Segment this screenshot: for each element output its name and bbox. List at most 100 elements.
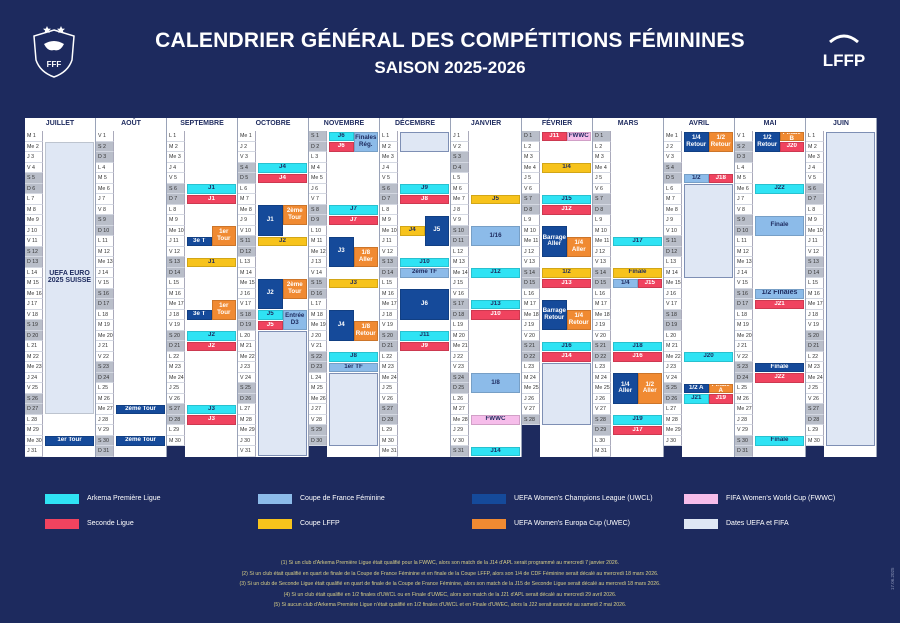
day-cell: L 3 — [309, 152, 327, 163]
day-cell: D 8 — [522, 204, 540, 215]
day-cell: S 7 — [593, 194, 611, 205]
legend-swatch — [472, 519, 506, 529]
day-cell: M 5 — [96, 173, 114, 184]
day-cell: S 26 — [25, 393, 43, 404]
day-cell: S 15 — [309, 278, 327, 289]
day-cell: V 1 — [735, 131, 753, 142]
event: 1/4 Retour — [566, 310, 591, 330]
event — [400, 131, 449, 152]
day-cell: L 15 — [380, 278, 398, 289]
day-cell: M 10 — [522, 225, 540, 236]
day-cell: J 4 — [806, 162, 824, 173]
day-cell: D 23 — [309, 362, 327, 373]
day-cell: S 28 — [522, 414, 540, 425]
day-cell: J 14 — [735, 267, 753, 278]
day-cell: D 31 — [735, 446, 753, 457]
day-cell: D 15 — [593, 278, 611, 289]
day-cell: S 22 — [309, 351, 327, 362]
day-cell: V 13 — [593, 257, 611, 268]
event: Barrage Aller — [542, 226, 567, 257]
event: J1 — [187, 194, 236, 204]
day-cell: V 12 — [167, 246, 185, 257]
day-cell: L 19 — [451, 320, 469, 331]
event: J22 — [755, 373, 804, 383]
day-cell: L 4 — [96, 162, 114, 173]
lffp-logo-text: LFFP — [823, 51, 866, 70]
day-cell: Me 7 — [451, 194, 469, 205]
day-cell: D 20 — [25, 330, 43, 341]
day-cell: S 14 — [522, 267, 540, 278]
day-cell: M 18 — [309, 309, 327, 320]
day-cell: D 31 — [96, 446, 114, 457]
month-header: NOVEMBRE — [309, 118, 380, 131]
day-cell: V 10 — [664, 225, 682, 236]
event — [258, 331, 307, 456]
day-cell: L 25 — [735, 383, 753, 394]
event: 1/16 — [471, 226, 520, 246]
day-cell: J 2 — [238, 141, 256, 152]
day-cell: M 16 — [806, 288, 824, 299]
day-cell: L 27 — [664, 404, 682, 415]
day-cell: D 16 — [309, 288, 327, 299]
day-cell: Me 25 — [522, 383, 540, 394]
month-header: OCTOBRE — [238, 118, 309, 131]
day-cell: L 11 — [96, 236, 114, 247]
day-cell: M 22 — [25, 351, 43, 362]
day-cell: J 4 — [167, 162, 185, 173]
day-cell: D 9 — [309, 215, 327, 226]
day-cell: Me 13 — [735, 257, 753, 268]
day-cell: Me 18 — [522, 309, 540, 320]
day-cell: J 3 — [25, 152, 43, 163]
day-cell: Me 30 — [25, 435, 43, 446]
day-cell: S 6 — [806, 183, 824, 194]
day-cell: V 6 — [522, 183, 540, 194]
day-cell: J 28 — [96, 414, 114, 425]
day-cell: M 28 — [664, 414, 682, 425]
event: J9 — [400, 341, 449, 351]
day-cell: M 30 — [806, 435, 824, 446]
day-cell: Me 5 — [309, 173, 327, 184]
day-cell: V 23 — [451, 362, 469, 373]
day-cell: D 12 — [664, 246, 682, 257]
footnote: (3) Si un club de Seconde Ligue était qu… — [239, 581, 661, 587]
day-cell: V 6 — [593, 183, 611, 194]
day-cell: D 12 — [238, 246, 256, 257]
day-cell: M 28 — [238, 414, 256, 425]
day-cell: Me 11 — [522, 236, 540, 247]
day-cell: S 27 — [806, 404, 824, 415]
day-cell: M 5 — [735, 173, 753, 184]
day-cell: S 13 — [167, 257, 185, 268]
day-cell: L 5 — [451, 173, 469, 184]
day-cell: S 17 — [451, 299, 469, 310]
event: J19 — [613, 415, 662, 425]
day-cell: Me 17 — [167, 299, 185, 310]
fff-logo: FFF — [33, 26, 75, 78]
day-cell: S 13 — [806, 257, 824, 268]
event: J1 — [187, 184, 236, 194]
day-cell: L 1 — [167, 131, 185, 142]
day-cell: D 26 — [238, 393, 256, 404]
day-cell: Me 19 — [309, 320, 327, 331]
legend-swatch — [258, 519, 292, 529]
day-cell: Me 15 — [664, 278, 682, 289]
day-cell: D 30 — [309, 435, 327, 446]
day-cell: J 26 — [522, 393, 540, 404]
event: J8 — [400, 194, 449, 204]
day-cell: Me 17 — [806, 299, 824, 310]
event: 1er Tour — [45, 436, 94, 446]
day-cell: S 6 — [380, 183, 398, 194]
day-cell: Me 21 — [451, 341, 469, 352]
day-cell: M 2 — [167, 141, 185, 152]
event: J13 — [542, 278, 591, 288]
day-cell: J 21 — [96, 341, 114, 352]
day-cell: Me 3 — [167, 152, 185, 163]
day-cell: V 21 — [309, 341, 327, 352]
day-cell: M 31 — [593, 446, 611, 457]
day-cell: M 23 — [380, 362, 398, 373]
event: J2 — [187, 341, 236, 351]
day-cell: V 27 — [522, 404, 540, 415]
day-cell: Me 16 — [25, 288, 43, 299]
day-cell: Me 28 — [451, 414, 469, 425]
day-cell: Me 11 — [593, 236, 611, 247]
